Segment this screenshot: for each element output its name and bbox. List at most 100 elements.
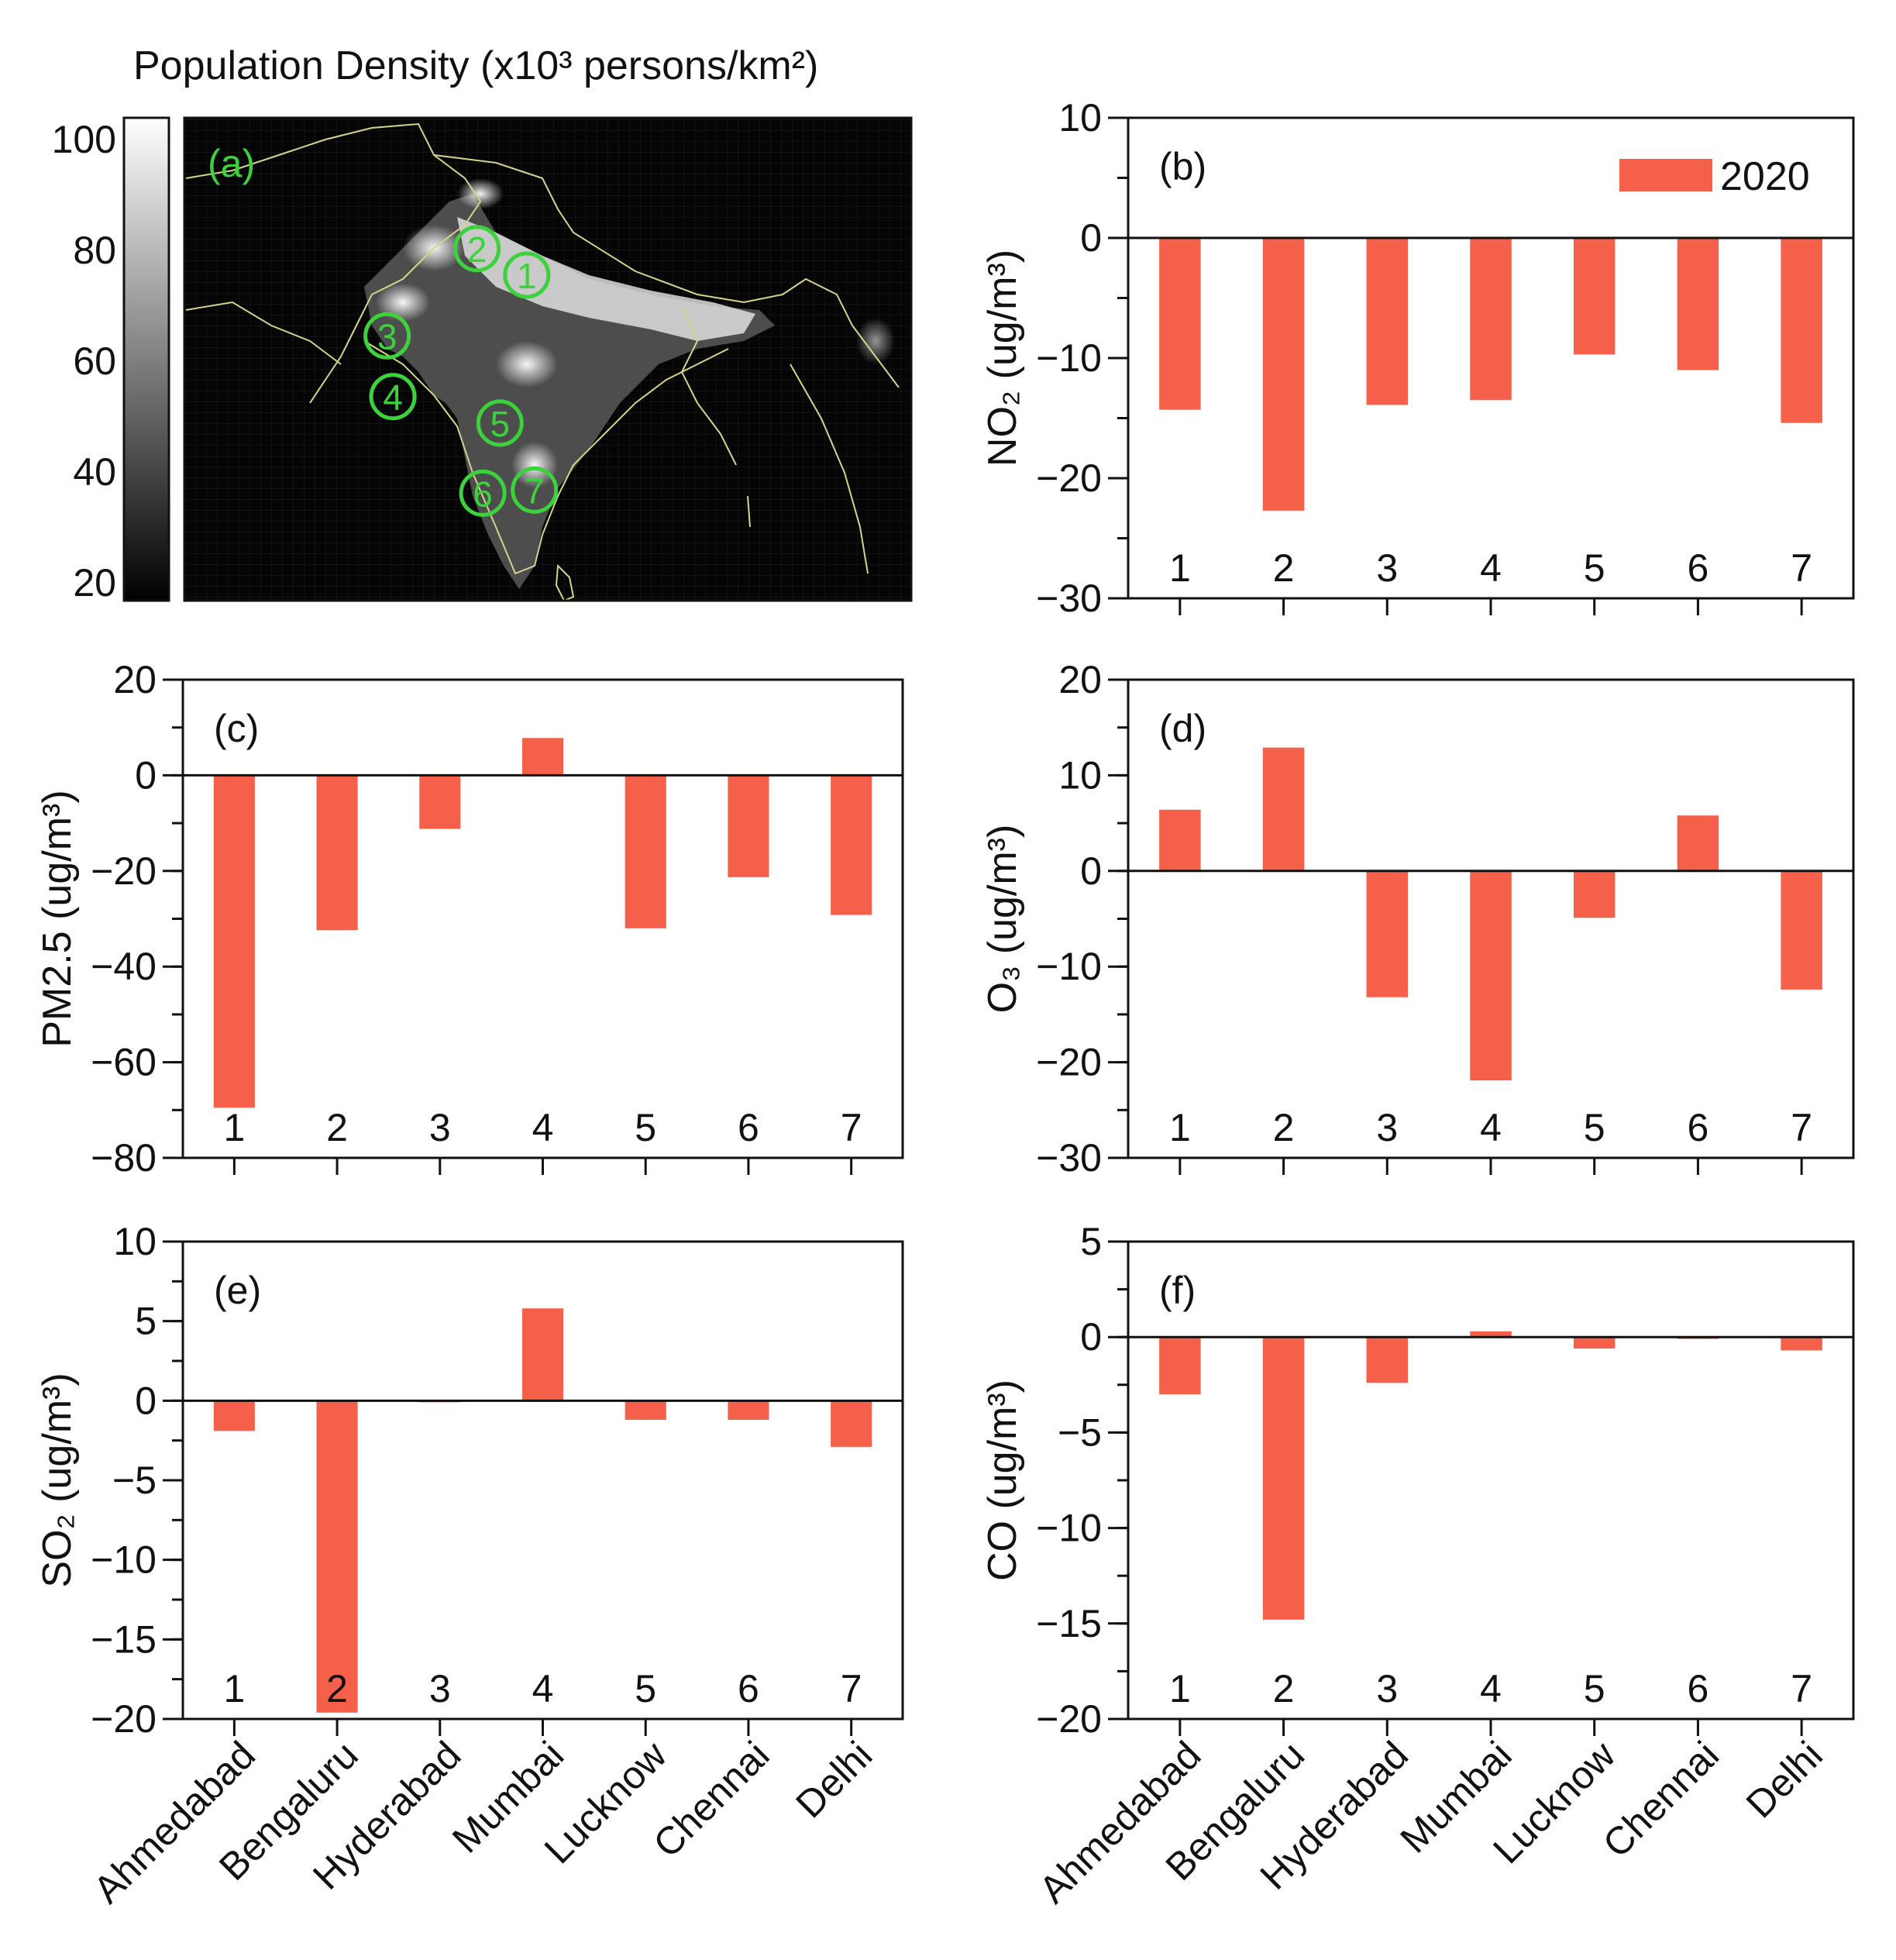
bar-f-2 — [1262, 1337, 1305, 1620]
category-number: 4 — [1480, 1106, 1502, 1149]
y-tick-label: 0 — [1080, 1315, 1102, 1359]
category-number: 4 — [1480, 546, 1502, 590]
site-marker-6 — [459, 469, 507, 517]
site-markers: 12 3 4 5 6 7 — [363, 225, 559, 517]
bar-d-6 — [1677, 815, 1719, 871]
map-panel: Population Density (x10³ persons/km²) 10… — [52, 43, 913, 605]
y-tick-label: −5 — [1058, 1411, 1102, 1454]
y-axis-label: SO₂ (ug/m³) — [35, 1373, 80, 1587]
y-tick-label: −15 — [1036, 1602, 1102, 1645]
category-number: 2 — [1273, 1106, 1295, 1149]
category-number: 1 — [1169, 546, 1191, 590]
panel-tag-d: (d) — [1159, 707, 1206, 750]
bar-b-1 — [1159, 238, 1201, 410]
bar-e-5 — [625, 1400, 666, 1420]
bar-e-4 — [521, 1308, 564, 1401]
bar-f-4 — [1470, 1331, 1512, 1338]
colorbar-tick-label: 60 — [73, 339, 116, 383]
category-number: 1 — [1169, 1106, 1191, 1149]
panel-f: 50−5−10−15−201 2 3 4 5 6 7AhmedabadBengaluruHy… — [980, 1220, 1855, 1911]
x-tick-label: Chennai — [1595, 1733, 1727, 1865]
bar-d-2 — [1262, 747, 1305, 871]
category-number: 1 — [223, 1106, 245, 1149]
y-tick-label: −20 — [91, 849, 157, 893]
bar-b-5 — [1573, 238, 1616, 355]
city-glow — [457, 178, 504, 209]
bar-c-6 — [728, 775, 769, 877]
site-marker-5 — [476, 399, 524, 447]
category-number: 6 — [738, 1667, 759, 1710]
y-axis-label: CO (ug/m³) — [980, 1380, 1025, 1581]
panel-tag-a: (a) — [208, 142, 255, 185]
bar-e-6 — [728, 1400, 769, 1420]
category-number: 5 — [635, 1667, 656, 1710]
site-marker-7 — [511, 466, 559, 514]
bar-d-4 — [1470, 870, 1512, 1081]
y-tick-label: 20 — [1058, 658, 1102, 701]
y-tick-label: −20 — [1036, 1697, 1102, 1741]
map-frame — [183, 116, 913, 602]
category-number: 6 — [1688, 546, 1709, 590]
bar-f-7 — [1781, 1337, 1822, 1351]
site-marker-label: 5 — [490, 404, 510, 444]
country-border — [433, 154, 900, 388]
category-number: 6 — [1688, 1106, 1709, 1149]
y-axis-label: NO₂ (ug/m³) — [980, 250, 1025, 467]
x-tick-label: Chennai — [645, 1733, 777, 1865]
y-tick-label: −30 — [1036, 577, 1102, 620]
site-marker-label: 4 — [383, 377, 403, 418]
bar-c-1 — [213, 775, 255, 1108]
site-marker-3 — [363, 312, 411, 360]
y-tick-label: −10 — [1036, 945, 1102, 988]
y-tick-label: 0 — [135, 1379, 157, 1422]
category-number: 4 — [1480, 1667, 1502, 1710]
category-number: 2 — [1273, 546, 1295, 590]
category-number: 3 — [429, 1106, 451, 1149]
island-outline — [555, 563, 575, 601]
y-tick-label: 10 — [113, 1220, 157, 1263]
y-tick-label: −10 — [91, 1538, 157, 1582]
site-marker-label: 2 — [467, 229, 487, 270]
colorbar-tick-label: 80 — [73, 229, 116, 272]
y-tick-label: −20 — [1036, 1041, 1102, 1084]
category-number: 6 — [1688, 1667, 1709, 1710]
category-number: 7 — [841, 1667, 862, 1710]
x-tick-label: Delhi — [787, 1733, 880, 1826]
bar-c-2 — [316, 775, 358, 931]
legend-label: 2020 — [1720, 154, 1810, 199]
colorbar-tick-label: 20 — [73, 561, 116, 605]
category-number: 7 — [1791, 1667, 1812, 1710]
bar-c-5 — [625, 775, 666, 928]
category-number: 5 — [635, 1106, 656, 1149]
bar-b-2 — [1262, 238, 1305, 511]
bar-e-1 — [213, 1400, 255, 1431]
country-border — [185, 122, 482, 404]
y-tick-label: −60 — [91, 1041, 157, 1084]
y-tick-label: 10 — [1058, 96, 1102, 140]
bar-e-7 — [831, 1400, 872, 1447]
y-tick-label: −80 — [91, 1136, 157, 1180]
bar-d-5 — [1573, 870, 1616, 918]
country-border — [185, 301, 342, 365]
category-number: 7 — [1791, 1106, 1812, 1149]
y-tick-label: 10 — [1058, 753, 1102, 797]
y-tick-label: −10 — [1036, 1507, 1102, 1550]
category-number: 3 — [1376, 1667, 1398, 1710]
y-axis-label: PM2.5 (ug/m³) — [35, 790, 80, 1047]
legend-swatch — [1619, 159, 1712, 191]
colorbar-tick-label: 100 — [52, 118, 116, 161]
colorbar: 100 80 60 40 20 — [52, 116, 170, 605]
site-marker-1 — [503, 251, 551, 299]
bar-c-4 — [521, 738, 564, 776]
y-tick-label: −20 — [91, 1697, 157, 1741]
city-glow — [856, 318, 895, 364]
category-number: 6 — [738, 1106, 759, 1149]
y-tick-label: −10 — [1036, 336, 1102, 380]
country-border — [790, 363, 869, 574]
y-axis-label: O₃ (ug/m³) — [980, 825, 1025, 1014]
y-tick-label: −20 — [1036, 456, 1102, 500]
site-marker-label: 3 — [377, 316, 397, 357]
x-tick-label: Delhi — [1738, 1733, 1831, 1826]
